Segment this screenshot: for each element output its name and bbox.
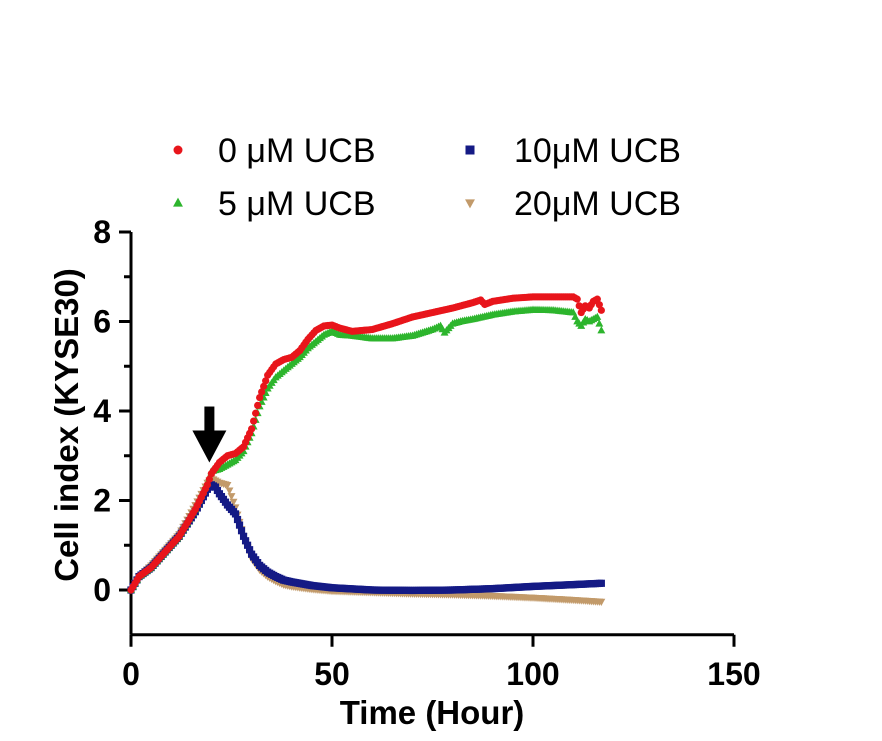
series-3-point-50 xyxy=(227,493,236,501)
series-layer xyxy=(127,293,606,606)
series-0-point-62 xyxy=(252,409,260,417)
series-2-point-57 xyxy=(241,537,250,545)
y-tick-label-2: 4 xyxy=(93,393,111,429)
series-0-point-233 xyxy=(595,301,603,309)
y-tick-label-0: 0 xyxy=(93,572,111,608)
series-0-point-234 xyxy=(597,306,605,314)
x-tick-label-2: 100 xyxy=(506,656,559,692)
series-0-point-60 xyxy=(248,425,256,433)
series-2-point-58 xyxy=(243,541,252,549)
series-0 xyxy=(127,293,605,594)
series-1-point-233 xyxy=(595,319,604,327)
series-0-point-65 xyxy=(258,388,266,396)
legend-symbol-3 xyxy=(465,199,475,209)
legend-symbol-1 xyxy=(173,197,183,207)
y-tick-label-3: 6 xyxy=(93,304,111,340)
legend-entry-3: 20μM UCB xyxy=(465,185,681,223)
series-2-point-59 xyxy=(245,546,254,554)
legend-symbol-0 xyxy=(173,145,183,155)
series-3-point-51 xyxy=(229,498,238,506)
legend-marker-1 xyxy=(173,197,183,207)
arrow-shaft xyxy=(204,406,215,441)
y-axis-title: Cell index (KYSE30) xyxy=(48,268,85,582)
legend-label-3: 20μM UCB xyxy=(514,185,681,223)
x-tick-label-0: 0 xyxy=(122,656,140,692)
series-0-point-63 xyxy=(254,401,262,410)
series-3-point-48 xyxy=(223,481,232,490)
series-1-point-232 xyxy=(593,312,602,320)
series-0-point-222 xyxy=(573,295,581,303)
series-3-point-234 xyxy=(597,598,606,606)
x-tick-label-3: 150 xyxy=(707,656,760,692)
y-tick-label-4: 8 xyxy=(93,214,111,250)
y-tick-label-1: 2 xyxy=(93,483,111,519)
series-0-point-64 xyxy=(256,393,264,402)
legend-label-0: 0 μM UCB xyxy=(218,132,376,170)
arrow-head xyxy=(192,430,227,463)
legend-symbol-2 xyxy=(465,145,475,155)
annotation-layer xyxy=(192,406,227,463)
x-axis-title: Time (Hour) xyxy=(340,694,525,731)
series-0-point-67 xyxy=(262,377,270,385)
axes: 0 2 4 6 8 0 50 100 150 xyxy=(93,214,760,692)
series-2-point-56 xyxy=(239,532,248,540)
legend-marker-3 xyxy=(465,199,475,209)
legend-entry-2: 10μM UCB xyxy=(465,132,681,170)
series-0-point-232 xyxy=(593,295,601,303)
series-0-point-39 xyxy=(205,475,213,483)
legend-label-2: 10μM UCB xyxy=(514,132,681,170)
x-tick-label-1: 50 xyxy=(314,656,350,692)
series-2-point-53 xyxy=(233,515,242,524)
legend-entry-1: 5 μM UCB xyxy=(173,185,376,223)
series-2-point-55 xyxy=(237,527,246,535)
series-0-point-66 xyxy=(260,382,268,390)
series-2-point-234 xyxy=(597,579,605,587)
series-2-point-54 xyxy=(235,521,244,529)
series-1-point-234 xyxy=(597,326,606,334)
series-3-point-49 xyxy=(225,487,234,495)
series-0-point-38 xyxy=(203,481,211,489)
series-2-point-52 xyxy=(231,510,240,518)
legend-marker-2 xyxy=(465,145,475,155)
legend-entry-0: 0 μM UCB xyxy=(173,132,376,170)
series-0-point-61 xyxy=(250,417,258,425)
legend-marker-0 xyxy=(173,145,183,155)
series-1 xyxy=(127,305,606,593)
legend-label-1: 5 μM UCB xyxy=(218,185,376,223)
legend: 0 μM UCB 5 μM UCB 10μM UCB 20μM UCB xyxy=(173,132,681,223)
